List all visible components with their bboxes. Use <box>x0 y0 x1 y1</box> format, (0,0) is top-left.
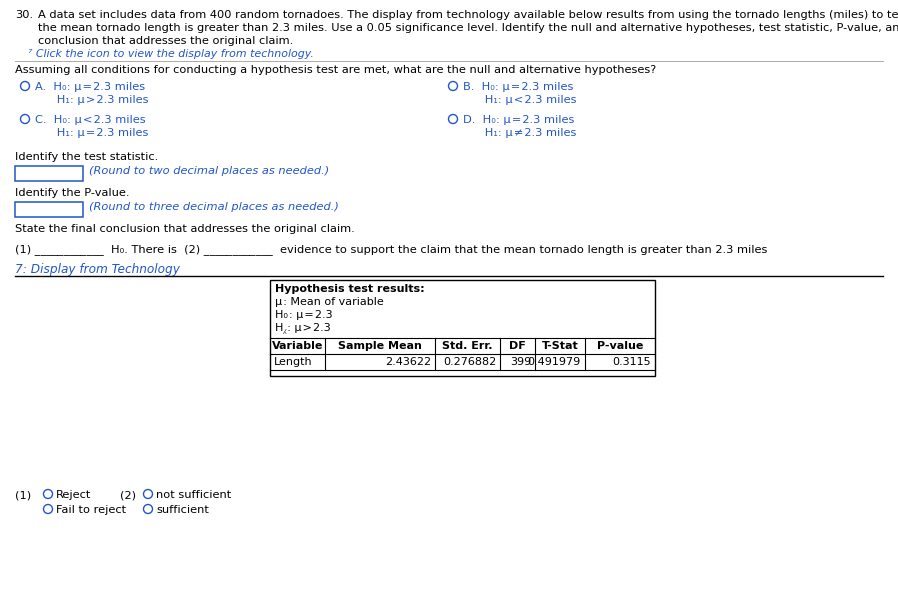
Text: not sufficient: not sufficient <box>156 490 232 500</box>
Text: State the final conclusion that addresses the original claim.: State the final conclusion that addresse… <box>15 224 355 234</box>
Text: 7: Display from Technology: 7: Display from Technology <box>15 263 180 276</box>
Text: (1) ____________  H₀. There is  (2) ____________  evidence to support the claim : (1) ____________ H₀. There is (2) ______… <box>15 244 768 255</box>
Text: Reject: Reject <box>56 490 92 500</box>
Text: H₀ : μ = 2.3: H₀ : μ = 2.3 <box>275 310 332 320</box>
Text: 30.: 30. <box>15 10 33 20</box>
Text: (2): (2) <box>120 490 136 500</box>
FancyBboxPatch shape <box>15 166 83 181</box>
Text: (Round to two decimal places as needed.): (Round to two decimal places as needed.) <box>89 166 330 176</box>
Text: P-value: P-value <box>597 341 643 351</box>
Text: Hypothesis test results:: Hypothesis test results: <box>275 284 425 294</box>
Text: A.  H₀: μ = 2.3 miles: A. H₀: μ = 2.3 miles <box>35 82 145 92</box>
Text: H₁: μ = 2.3 miles: H₁: μ = 2.3 miles <box>35 128 148 138</box>
Text: DF: DF <box>509 341 526 351</box>
Text: H₁: μ < 2.3 miles: H₁: μ < 2.3 miles <box>463 95 577 105</box>
Text: Identify the test statistic.: Identify the test statistic. <box>15 152 158 162</box>
Text: C.  H₀: μ < 2.3 miles: C. H₀: μ < 2.3 miles <box>35 115 145 125</box>
Text: D.  H₀: μ = 2.3 miles: D. H₀: μ = 2.3 miles <box>463 115 575 125</box>
Text: 2.43622: 2.43622 <box>385 357 431 367</box>
Text: Length: Length <box>274 357 313 367</box>
Text: Sample Mean: Sample Mean <box>338 341 422 351</box>
Text: B.  H₀: μ = 2.3 miles: B. H₀: μ = 2.3 miles <box>463 82 574 92</box>
Text: H₁: μ > 2.3 miles: H₁: μ > 2.3 miles <box>35 95 148 105</box>
Text: H⁁ : μ > 2.3: H⁁ : μ > 2.3 <box>275 323 330 334</box>
Text: T-Stat: T-Stat <box>541 341 578 351</box>
Text: conclusion that addresses the original claim.: conclusion that addresses the original c… <box>38 36 294 46</box>
Text: sufficient: sufficient <box>156 505 209 515</box>
Text: Identify the P-value.: Identify the P-value. <box>15 188 129 198</box>
FancyBboxPatch shape <box>15 202 83 217</box>
Text: 0.3115: 0.3115 <box>612 357 651 367</box>
Text: (1): (1) <box>15 490 31 500</box>
Text: Fail to reject: Fail to reject <box>56 505 126 515</box>
Text: Assuming all conditions for conducting a hypothesis test are met, what are the n: Assuming all conditions for conducting a… <box>15 65 656 75</box>
Text: 0.276882: 0.276882 <box>443 357 496 367</box>
Text: the mean tornado length is greater than 2.3 miles. Use a 0.05 significance level: the mean tornado length is greater than … <box>38 23 898 33</box>
Text: Variable: Variable <box>272 341 323 351</box>
Text: H₁: μ ≠ 2.3 miles: H₁: μ ≠ 2.3 miles <box>463 128 577 138</box>
Text: 399: 399 <box>510 357 531 367</box>
Text: (Round to three decimal places as needed.): (Round to three decimal places as needed… <box>89 202 339 212</box>
Text: Std. Err.: Std. Err. <box>442 341 493 351</box>
FancyBboxPatch shape <box>270 280 655 376</box>
Text: 0.491979: 0.491979 <box>528 357 581 367</box>
Text: A data set includes data from 400 random tornadoes. The display from technology : A data set includes data from 400 random… <box>38 10 898 20</box>
Text: ⁷ Click the icon to view the display from technology.: ⁷ Click the icon to view the display fro… <box>28 49 314 59</box>
Text: μ : Mean of variable: μ : Mean of variable <box>275 297 383 307</box>
